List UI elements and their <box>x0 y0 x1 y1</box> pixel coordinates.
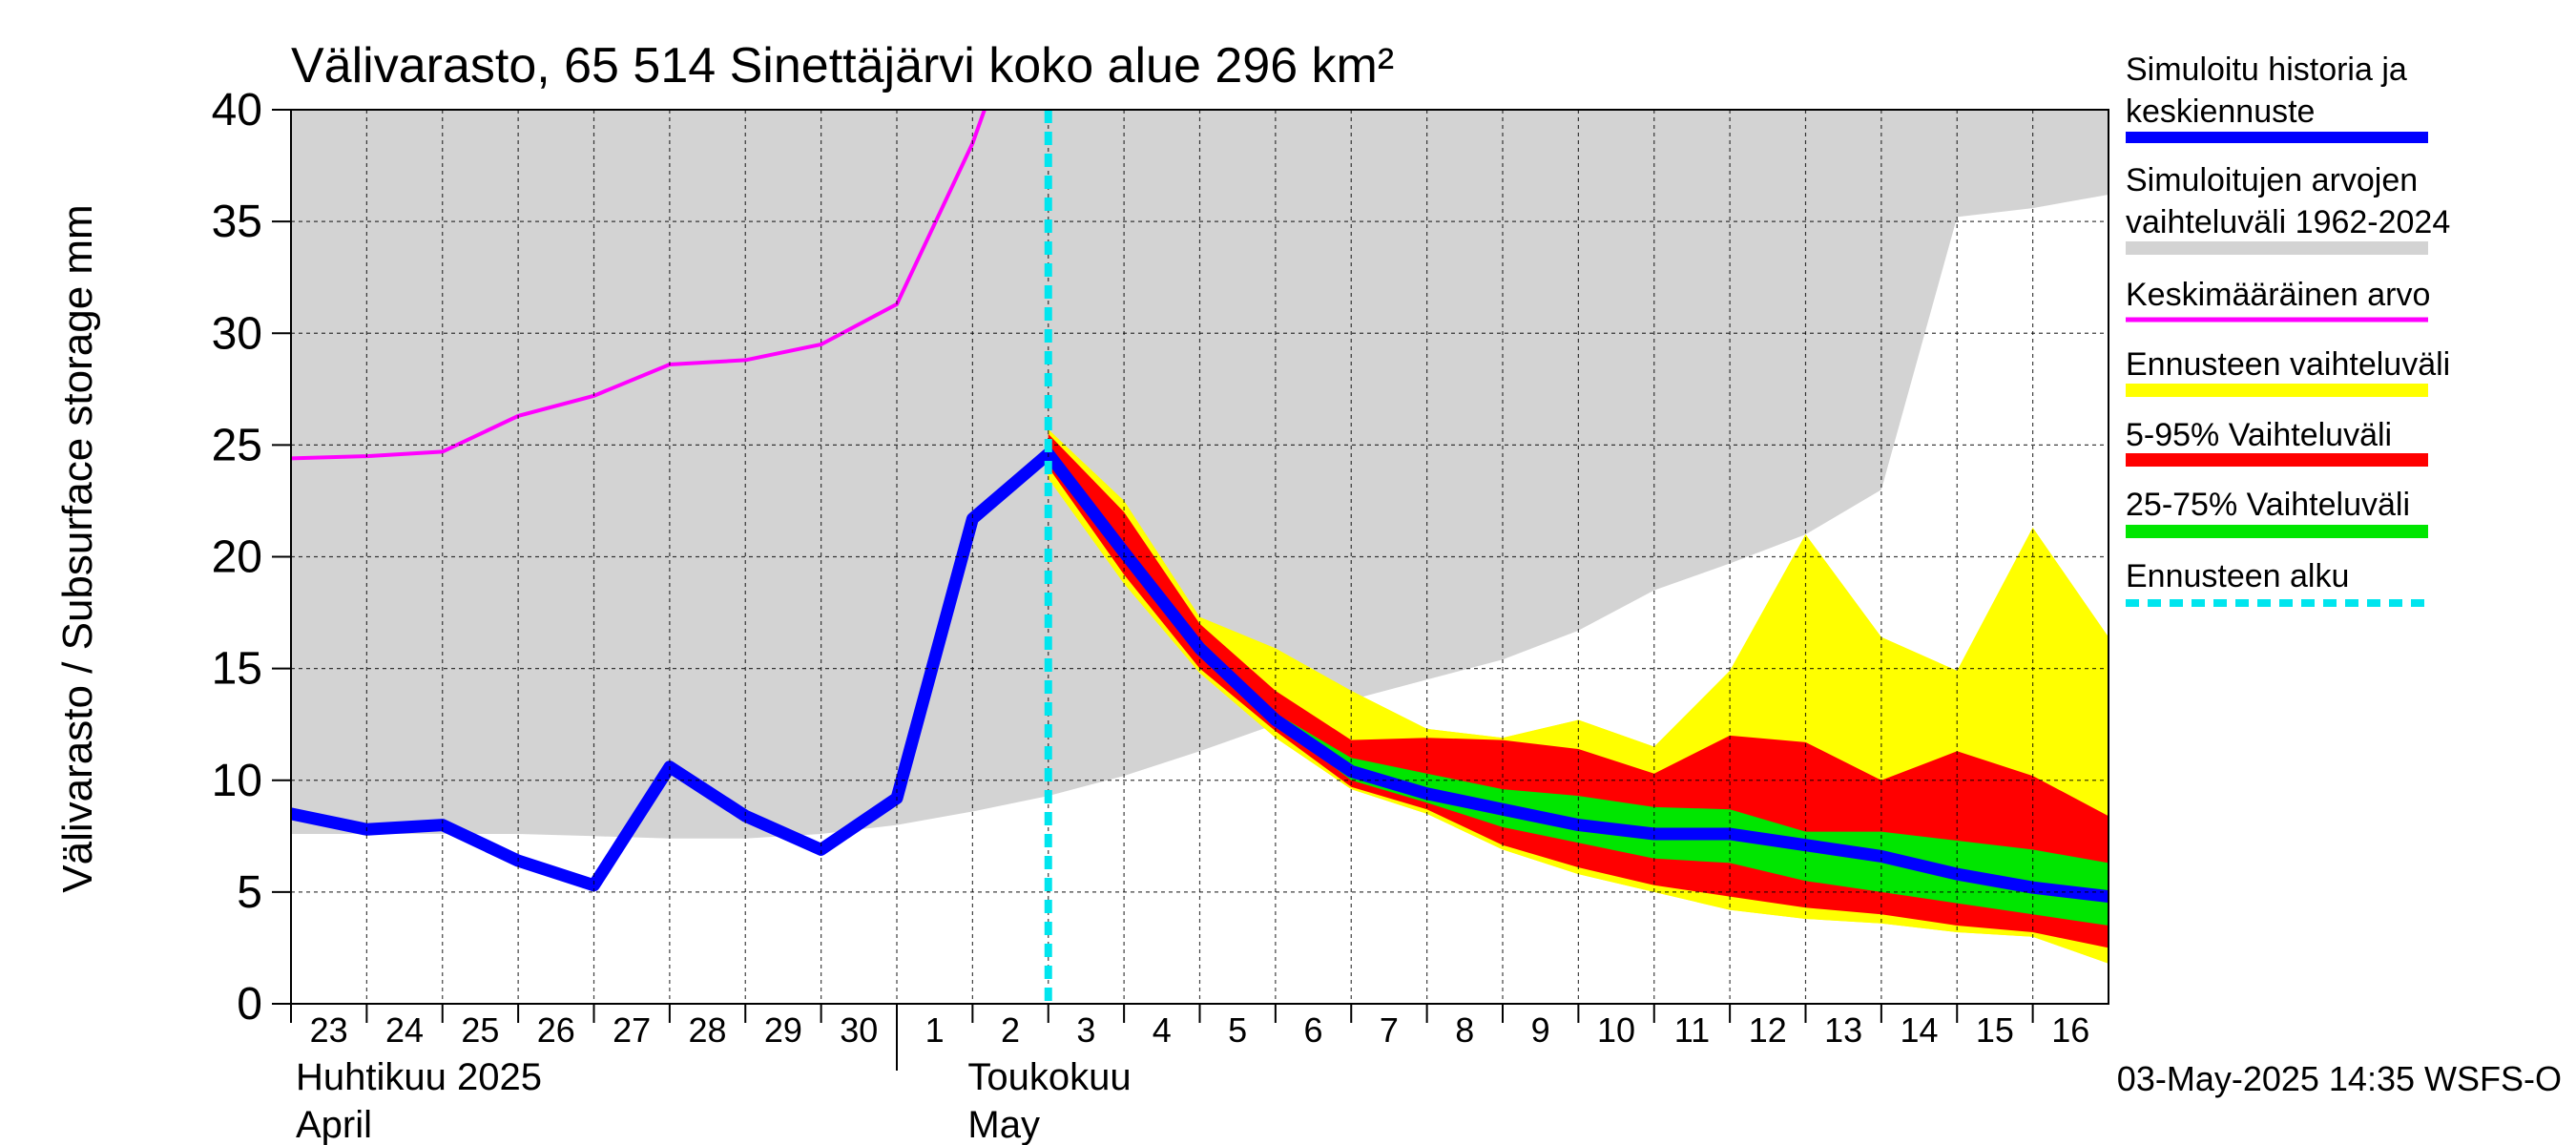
legend-item: Ennusteen vaihteluväli <box>2126 346 2450 397</box>
x-tick-label: 24 <box>385 1010 424 1050</box>
x-tick-label: 9 <box>1531 1010 1550 1050</box>
x-tick-label: 4 <box>1153 1010 1172 1050</box>
x-tick-label: 25 <box>461 1010 499 1050</box>
x-tick-label: 5 <box>1228 1010 1247 1050</box>
historical-range-band <box>291 110 2109 839</box>
y-tick-label: 40 <box>212 85 262 135</box>
x-tick-label: 7 <box>1380 1010 1399 1050</box>
month-label-en: May <box>967 1104 1040 1145</box>
x-tick-label: 11 <box>1674 1010 1710 1050</box>
legend-item: Simuloitu historia ja keskiennuste <box>2126 52 2428 143</box>
legend-item: 5-95% Vaihteluväli <box>2126 417 2428 467</box>
x-tick-label: 3 <box>1076 1010 1095 1050</box>
x-tick-label: 16 <box>2051 1010 2089 1050</box>
plot-series <box>291 110 2109 964</box>
x-tick-label: 8 <box>1455 1010 1474 1050</box>
x-tick-label: 30 <box>840 1010 878 1050</box>
x-tick-label: 1 <box>925 1010 945 1050</box>
y-tick-label: 30 <box>212 308 262 359</box>
legend-label: Keskimääräinen arvo <box>2126 277 2430 313</box>
month-label-en: April <box>296 1104 372 1145</box>
legend-label: 25-75% Vaihteluväli <box>2126 487 2410 523</box>
x-tick-label: 29 <box>764 1010 802 1050</box>
legend-label: Simuloitujen arvojen vaihteluväli 1962-20… <box>2126 162 2450 240</box>
x-tick-label: 13 <box>1824 1010 1862 1050</box>
x-tick-label: 27 <box>613 1010 651 1050</box>
x-tick-label: 28 <box>689 1010 727 1050</box>
legend-label: 5-95% Vaihteluväli <box>2126 417 2392 453</box>
legend: Simuloitu historia ja keskiennuste Simuloi… <box>2126 52 2450 607</box>
legend-label: Ennusteen alku <box>2126 558 2349 594</box>
x-tick-label: 6 <box>1304 1010 1323 1050</box>
month-label-fi: Toukokuu <box>967 1056 1131 1098</box>
x-tick-label: 23 <box>310 1010 348 1050</box>
x-tick-label: 26 <box>537 1010 575 1050</box>
legend-label: Simuloitu historia ja keskiennuste <box>2126 52 2407 130</box>
x-tick-label: 10 <box>1597 1010 1635 1050</box>
y-tick-label: 0 <box>237 979 262 1030</box>
y-tick-label: 15 <box>212 644 262 695</box>
forecast-5-95-band-fill <box>1048 433 2109 948</box>
y-axis-label: Välivarasto / Subsurface storage mm <box>54 204 101 892</box>
legend-item: 25-75% Vaihteluväli <box>2126 487 2428 538</box>
chart-title: Välivarasto, 65 514 Sinettäjärvi koko al… <box>291 38 1394 94</box>
x-tick-label: 12 <box>1749 1010 1787 1050</box>
x-tick-label: 14 <box>1901 1010 1939 1050</box>
plot-area <box>290 109 2109 1005</box>
legend-item: Keskimääräinen arvo <box>2126 277 2430 323</box>
y-tick-label: 35 <box>212 197 262 247</box>
legend-item: Simuloitujen arvojen vaihteluväli 1962-20… <box>2126 162 2450 255</box>
x-tick-label: 15 <box>1976 1010 2014 1050</box>
x-tick-label: 2 <box>1001 1010 1020 1050</box>
y-tick-label: 10 <box>212 756 262 806</box>
y-tick-label: 20 <box>212 532 262 583</box>
footer-timestamp: 03-May-2025 14:35 WSFS-O <box>2117 1059 2562 1098</box>
legend-label: Ennusteen vaihteluväli <box>2126 346 2450 383</box>
y-tick-label: 25 <box>212 420 262 470</box>
month-label-fi: Huhtikuu 2025 <box>296 1056 542 1098</box>
y-tick-label: 5 <box>237 867 262 918</box>
legend-item: Ennusteen alku <box>2126 558 2428 607</box>
